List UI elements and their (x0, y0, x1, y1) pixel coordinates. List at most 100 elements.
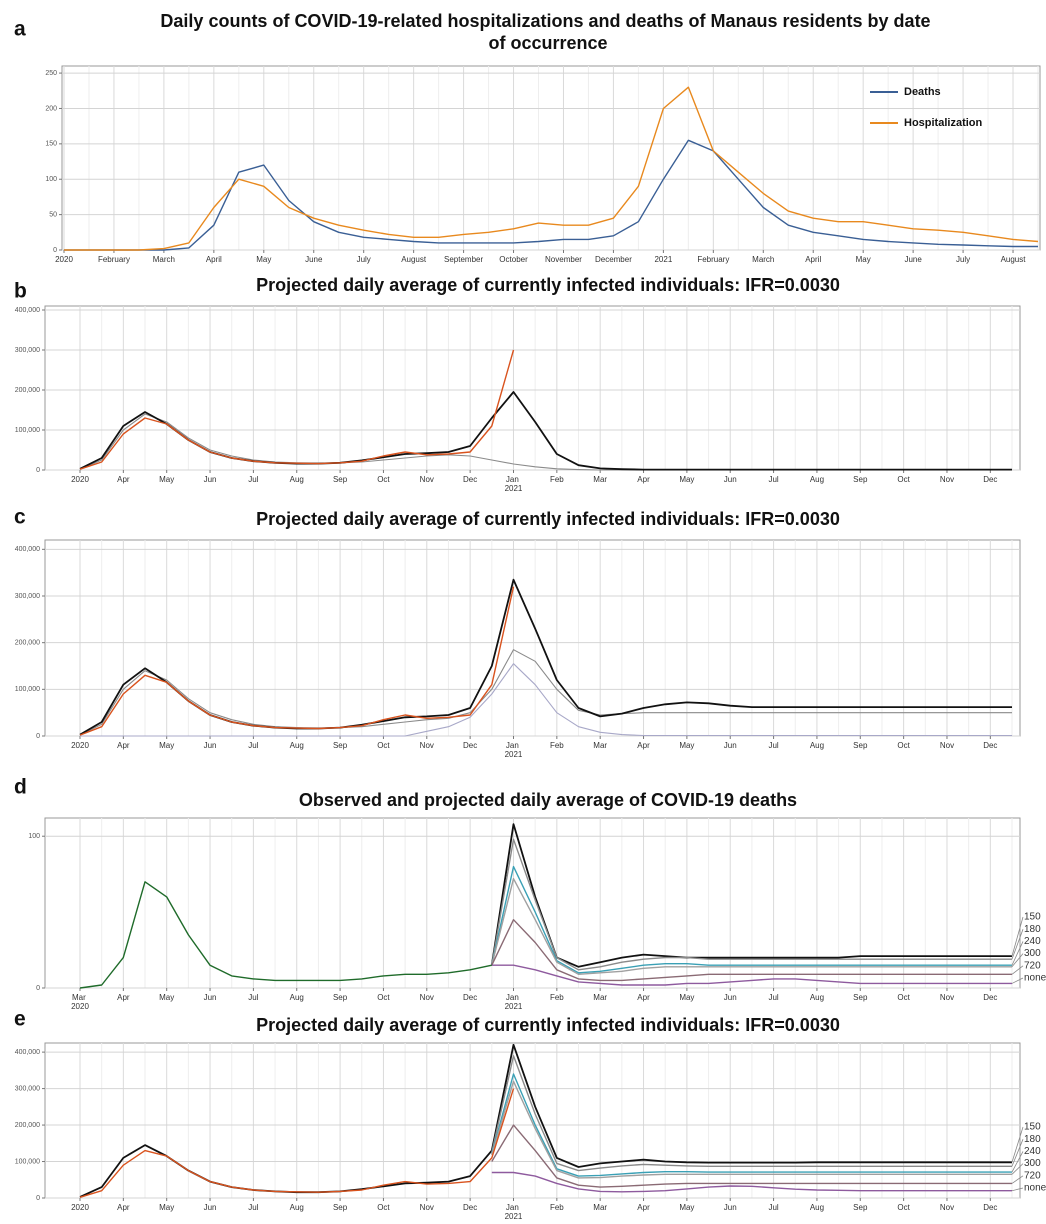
y-tick-label: 200,000 (15, 1122, 40, 1129)
chart-title: Projected daily average of currently inf… (256, 1015, 840, 1035)
x-tick-label: October (499, 255, 528, 264)
series-line (491, 1171, 1012, 1193)
series-end-label: 240 (1024, 1146, 1041, 1157)
panel-letter: e (14, 1008, 26, 1031)
x-tick-label: December (595, 255, 632, 264)
x-tick-label: July (956, 255, 970, 264)
label-connector (1011, 1175, 1024, 1184)
x-tick-label: Jun (204, 1203, 217, 1212)
panel-letter: d (14, 776, 27, 799)
x-tick-label: Feb (550, 475, 564, 484)
y-tick-label: 150 (45, 141, 57, 148)
panel-letter: b (14, 280, 27, 303)
x-tick-label: Jul (768, 741, 778, 750)
panel-letter: c (14, 506, 26, 529)
x-tick-label: June (904, 255, 922, 264)
x-tick-label: August (401, 255, 427, 264)
x-tick-label: May (159, 993, 174, 1002)
y-tick-label: 50 (49, 211, 57, 218)
y-tick-label: 400,000 (15, 307, 40, 314)
x-tick-label: Apr (117, 475, 130, 484)
y-tick-label: 100,000 (15, 1158, 40, 1165)
series-line (490, 823, 1012, 968)
x-tick-label: Oct (897, 741, 910, 750)
x-tick-label: Nov (420, 741, 434, 750)
label-connector (1011, 916, 1024, 957)
x-tick-label: Apr (637, 475, 650, 484)
series-line (80, 663, 1012, 737)
series-line (491, 838, 1012, 971)
x-tick-label: Aug (290, 1203, 304, 1212)
legend-label: Hospitalization (904, 117, 983, 129)
x-tick-label: August (1001, 255, 1027, 264)
y-tick-label: 0 (36, 733, 40, 740)
label-connector (1011, 977, 1024, 984)
x-tick-label: Apr (637, 1203, 650, 1212)
x-tick-label: 2020 (71, 1203, 89, 1212)
y-tick-label: 0 (36, 985, 40, 992)
x-tick-label: Sep (333, 993, 348, 1002)
label-connector (1011, 1187, 1024, 1192)
x-tick-label: Sep (333, 1203, 348, 1212)
x-tick-label: May (679, 993, 694, 1002)
x-tick-label: May (856, 255, 871, 264)
x-tick-label: September (444, 255, 483, 264)
x-tick-label: Apr (117, 741, 130, 750)
x-tick-label: 2020 (71, 475, 89, 484)
series-line (79, 349, 515, 470)
label-connector (1011, 1163, 1024, 1175)
y-tick-label: 400,000 (15, 546, 40, 553)
x-tick-label: Mar (593, 475, 607, 484)
x-tick-label: July (357, 255, 371, 264)
x-tick-label: Dec (463, 1203, 477, 1212)
y-tick-label: 400,000 (15, 1049, 40, 1056)
x-tick-label: Aug (810, 475, 824, 484)
y-tick-label: 200 (45, 105, 57, 112)
series-end-label: 720 (1024, 960, 1041, 971)
y-tick-label: 200,000 (15, 387, 40, 394)
y-tick-label: 250 (45, 70, 57, 77)
series-line (79, 586, 515, 736)
series-end-label: none (1024, 1183, 1046, 1194)
x-tick-label: Jul (248, 741, 258, 750)
x-tick-label: Aug (810, 741, 824, 750)
x-tick-label: Oct (897, 1203, 910, 1212)
x-tick-label: November (545, 255, 582, 264)
series-line (491, 1073, 1012, 1177)
x-tick-label: May (679, 1203, 694, 1212)
x-tick-label: Mar (593, 993, 607, 1002)
x-tick-label: Jun (724, 993, 737, 1002)
y-tick-label: 100 (28, 833, 40, 840)
x-tick-label: Dec (463, 475, 477, 484)
label-connector (1011, 965, 1024, 975)
x-tick-label: Aug (290, 741, 304, 750)
chart-title: Projected daily average of currently inf… (256, 275, 840, 295)
chart-title: Daily counts of COVID-19-related hospita… (160, 11, 935, 53)
y-tick-label: 100 (45, 176, 57, 183)
plot-area (44, 817, 1021, 989)
series-line (79, 1088, 515, 1198)
x-tick-label: Mar (593, 741, 607, 750)
series-end-label: 150 (1024, 912, 1041, 923)
y-tick-label: 300,000 (15, 593, 40, 600)
x-tick-label: March (153, 255, 175, 264)
x-tick-label: April (805, 255, 821, 264)
x-tick-label: Dec (463, 993, 477, 1002)
x-tick-label: May (159, 741, 174, 750)
x-tick-label: Mar 2020 (71, 993, 89, 1011)
series-end-label: 180 (1024, 1134, 1041, 1145)
x-tick-label: Oct (377, 741, 390, 750)
series-line (79, 881, 492, 989)
x-tick-label: Jun (204, 741, 217, 750)
legend-label: Deaths (904, 86, 941, 98)
x-tick-label: Nov (420, 1203, 434, 1212)
x-tick-label: Jan 2021 (505, 475, 523, 493)
x-tick-label: Jun (724, 741, 737, 750)
x-tick-label: Oct (377, 993, 390, 1002)
series-end-label: 720 (1024, 1170, 1041, 1181)
x-tick-label: Dec (463, 741, 477, 750)
y-tick-label: 300,000 (15, 347, 40, 354)
x-tick-label: 2020 (71, 741, 89, 750)
